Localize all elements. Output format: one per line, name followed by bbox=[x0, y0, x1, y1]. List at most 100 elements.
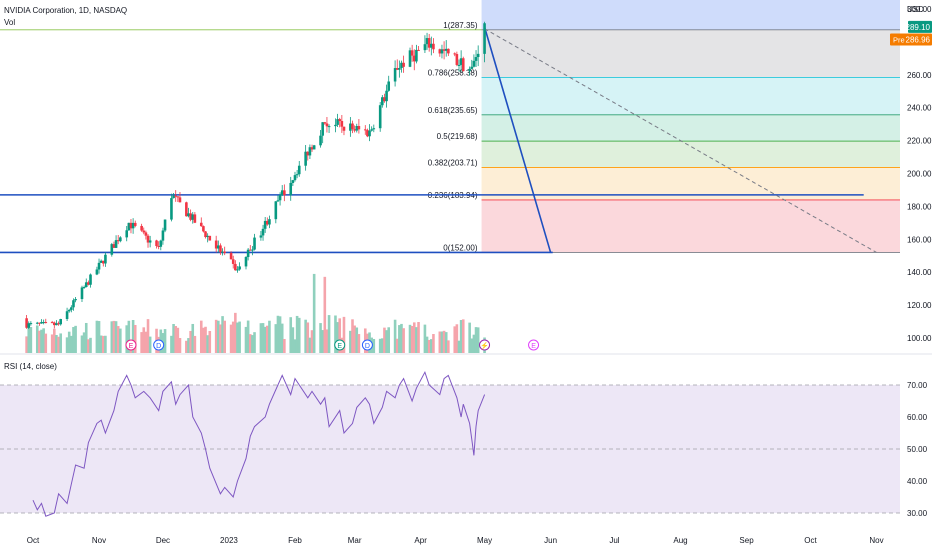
candle-body bbox=[70, 307, 73, 310]
price-axis-tick: 180.00 bbox=[907, 202, 932, 211]
volume-bar bbox=[214, 319, 218, 353]
event-marker[interactable] bbox=[361, 339, 373, 351]
price-badge-value: 289.10 bbox=[906, 23, 931, 32]
candle-body bbox=[95, 269, 99, 275]
volume-bar bbox=[185, 340, 188, 353]
event-marker[interactable] bbox=[334, 339, 346, 351]
volume-bar bbox=[119, 328, 122, 353]
candle-body bbox=[157, 245, 160, 247]
volume-bar bbox=[444, 332, 448, 353]
volume-bar bbox=[381, 338, 384, 353]
candle-body bbox=[459, 58, 463, 65]
candle-body bbox=[321, 122, 324, 136]
volume-bar bbox=[468, 322, 471, 353]
projection-line-solid[interactable] bbox=[483, 26, 552, 253]
fib-level-label: 1(287.35) bbox=[443, 21, 478, 30]
candle-body bbox=[82, 286, 86, 288]
volume-bar bbox=[53, 328, 56, 353]
volume-bar bbox=[57, 336, 60, 353]
volume-bar bbox=[283, 338, 286, 353]
candle-body bbox=[442, 49, 446, 51]
candle-body bbox=[110, 244, 114, 255]
candle-body bbox=[283, 190, 286, 196]
candle-body bbox=[398, 67, 401, 70]
volume-bar bbox=[323, 276, 327, 353]
volume-bar bbox=[472, 334, 476, 353]
candle-body bbox=[340, 120, 344, 127]
candle-body bbox=[251, 249, 254, 251]
volume-bar bbox=[357, 334, 361, 353]
volume-bar bbox=[70, 335, 73, 353]
projection-line-dashed[interactable] bbox=[484, 28, 877, 253]
candle-body bbox=[323, 122, 327, 124]
candle-body bbox=[116, 240, 120, 242]
candle-body bbox=[342, 126, 346, 131]
trend-lines-layer[interactable] bbox=[0, 26, 877, 254]
candle-body bbox=[163, 219, 167, 231]
volume-bar bbox=[338, 318, 342, 353]
volume-bar bbox=[67, 331, 71, 353]
price-axis-tick: 100.00 bbox=[907, 334, 932, 343]
volume-bar bbox=[38, 330, 41, 353]
event-marker-label: E bbox=[337, 343, 342, 350]
time-axis-tick: Nov bbox=[92, 536, 106, 545]
volume-bar bbox=[268, 320, 271, 353]
candle-body bbox=[87, 282, 90, 285]
candle-body bbox=[204, 231, 207, 238]
volume-bar bbox=[304, 319, 307, 353]
volume-indicator-label: Vol bbox=[4, 18, 16, 27]
candle-body bbox=[27, 323, 31, 328]
event-marker[interactable] bbox=[479, 339, 491, 351]
volume-bar bbox=[308, 337, 312, 353]
candle-body bbox=[395, 68, 399, 70]
event-marker[interactable] bbox=[153, 339, 165, 351]
candle-body bbox=[65, 311, 69, 320]
price-axis-tick: 300.00 bbox=[907, 5, 932, 14]
candle-body bbox=[293, 175, 297, 181]
volume-bar bbox=[223, 320, 226, 353]
candle-body bbox=[25, 318, 28, 328]
candle-body bbox=[334, 124, 337, 127]
candle-body bbox=[244, 257, 248, 267]
event-markers-layer[interactable]: E D E D ⚡ E bbox=[125, 339, 540, 351]
price-axis-tick: 140.00 bbox=[907, 268, 932, 277]
volume-bar bbox=[432, 334, 435, 353]
volume-bar bbox=[349, 330, 352, 353]
candle-body bbox=[410, 50, 414, 56]
fib-zone-0.786 bbox=[481, 77, 900, 115]
candle-body bbox=[57, 323, 60, 325]
candle-body bbox=[146, 235, 150, 243]
fibonacci-retracement[interactable]: 1(287.35) 0.786(258.38) 0.618(235.65) 0.5(2… bbox=[428, 0, 900, 253]
event-marker[interactable] bbox=[125, 339, 137, 351]
candle-body bbox=[114, 240, 118, 248]
volume-bar bbox=[393, 319, 397, 353]
candle-body bbox=[370, 129, 373, 131]
candle-body bbox=[440, 49, 444, 54]
event-marker[interactable] bbox=[528, 339, 540, 351]
candle-body bbox=[278, 194, 282, 201]
volume-bar bbox=[44, 333, 48, 353]
candle-body bbox=[378, 105, 382, 129]
price-axis-tick: 160.00 bbox=[907, 235, 932, 244]
candle-body bbox=[387, 81, 391, 91]
volume-bar bbox=[293, 339, 297, 353]
volume-bar bbox=[336, 322, 339, 353]
candle-body bbox=[187, 213, 190, 217]
volume-bar bbox=[116, 326, 120, 353]
candle-body bbox=[104, 254, 107, 264]
candle-body bbox=[357, 126, 361, 130]
candle-body bbox=[178, 197, 182, 203]
volume-bar bbox=[199, 320, 203, 353]
rsi-pane bbox=[0, 370, 900, 517]
candle-body bbox=[306, 151, 310, 156]
candle-body bbox=[112, 244, 116, 248]
candle-body bbox=[193, 214, 197, 223]
candle-body bbox=[276, 200, 280, 202]
candle-body bbox=[385, 90, 388, 102]
price-axis-tick: 120.00 bbox=[907, 301, 932, 310]
candle-body bbox=[261, 228, 265, 236]
candle-body bbox=[155, 240, 158, 246]
candle-body bbox=[84, 282, 88, 287]
volume-bar bbox=[351, 319, 354, 353]
